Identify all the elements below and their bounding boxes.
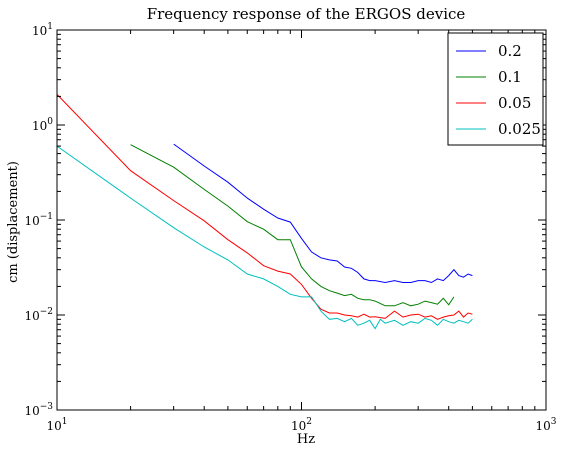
y-tick-label-3: 100 <box>32 117 53 133</box>
legend-label-3: 0.025 <box>498 120 541 138</box>
legend-items: 0.2 0.1 0.05 0.025 <box>456 42 541 138</box>
y-tick-label-0: 10−3 <box>24 402 53 418</box>
series-line-2 <box>56 94 473 320</box>
y-tick-label-4: 101 <box>32 22 53 38</box>
legend-label-0: 0.2 <box>498 42 522 60</box>
x-tick-label-2: 103 <box>535 417 556 433</box>
x-tick-label-0: 101 <box>46 417 67 433</box>
series-line-1 <box>130 144 455 307</box>
legend-label-2: 0.05 <box>498 94 531 112</box>
chart-title: Frequency response of the ERGOS device <box>147 5 466 23</box>
legend-box <box>447 32 544 146</box>
y-tick-label-2: 10−1 <box>24 212 53 228</box>
y-axis-label: cm (displacement) <box>6 161 21 283</box>
x-tick-label-1: 102 <box>291 417 312 433</box>
series-line-3 <box>56 145 473 330</box>
series-line-0 <box>173 143 473 284</box>
legend: 0.2 0.1 0.05 0.025 <box>447 32 544 146</box>
y-tick-label-1: 10−2 <box>24 307 53 323</box>
x-axis-label: Hz <box>297 432 315 447</box>
plot-area <box>56 29 547 411</box>
series-layer <box>56 94 473 330</box>
legend-label-1: 0.1 <box>498 68 522 86</box>
